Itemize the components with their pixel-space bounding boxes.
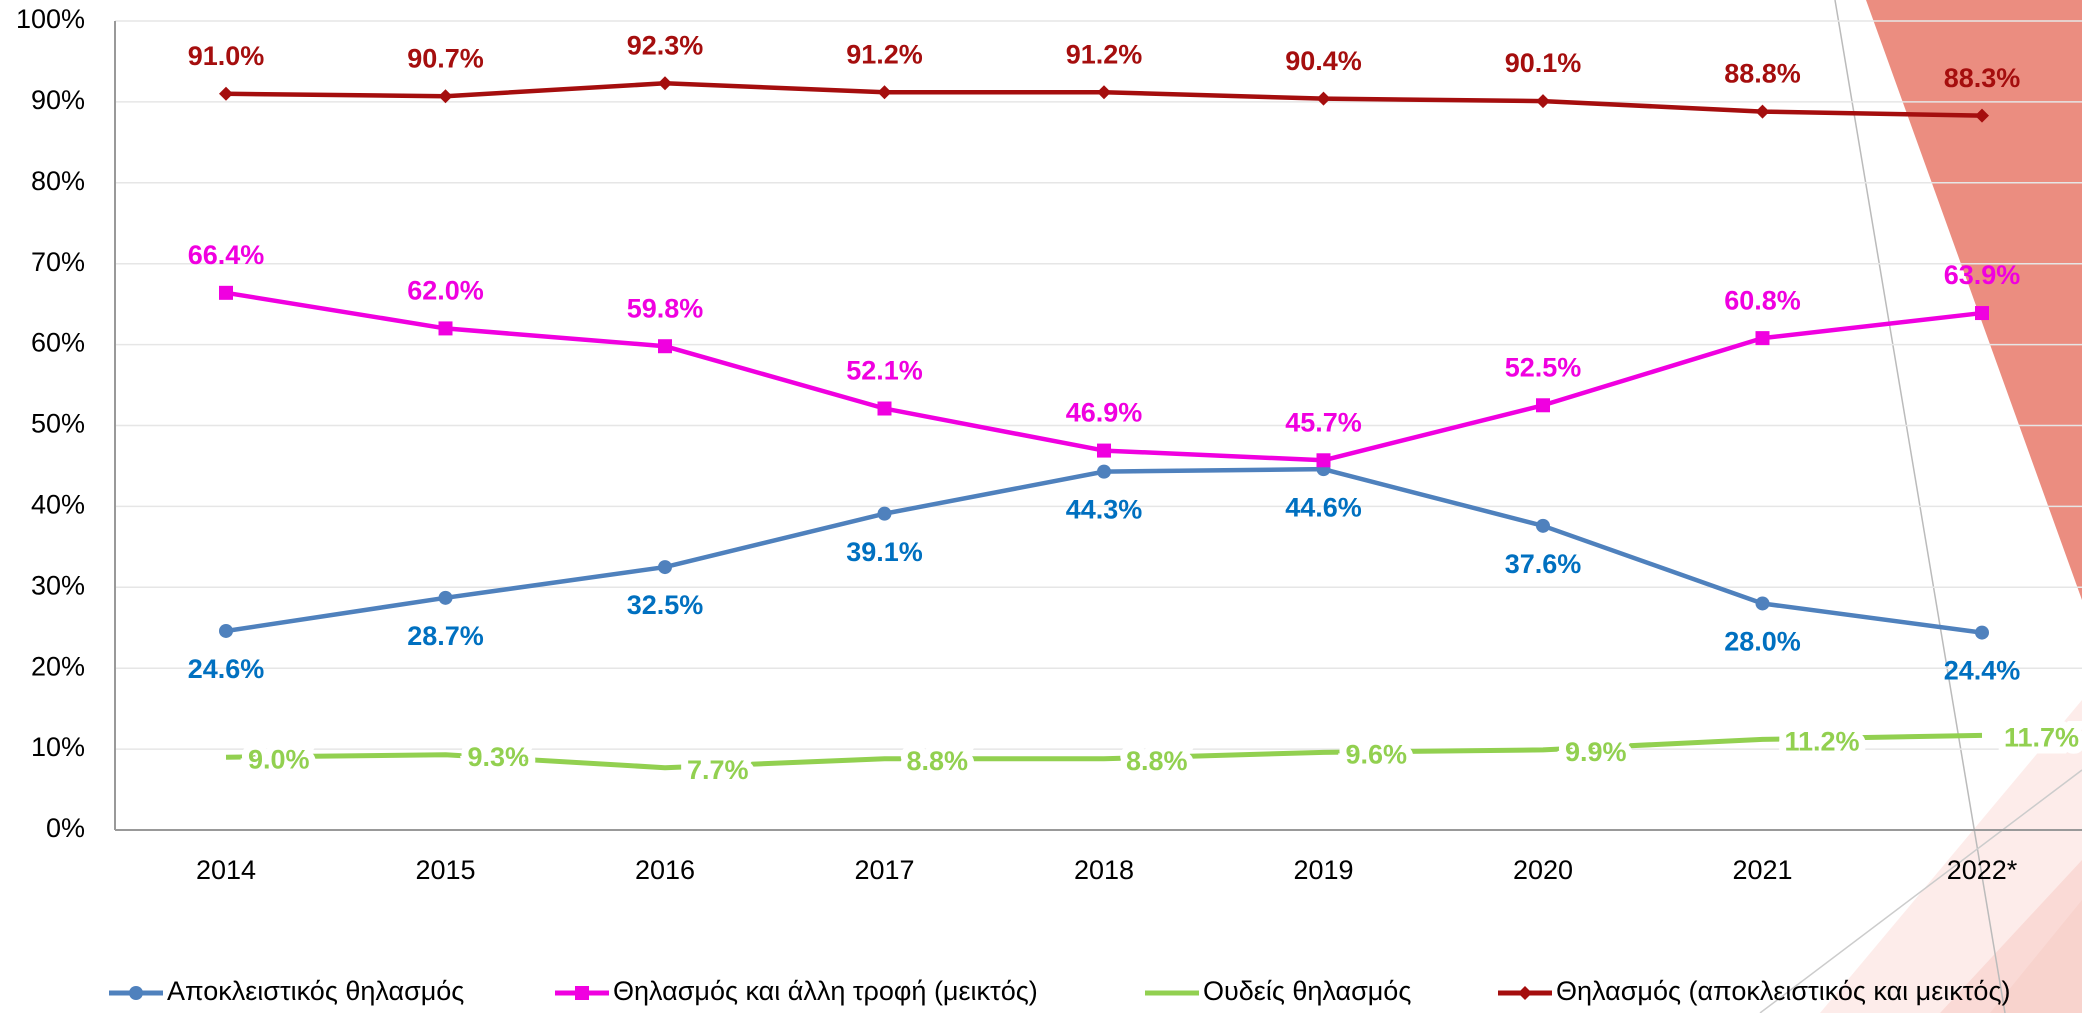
data-label: 28.7% <box>407 621 484 651</box>
series: 24.6% 28.7% 32.5% 39.1% 44.3% 44.6% 37.6% 28.0%… <box>188 462 2021 686</box>
y-tick-label: 50% <box>31 409 85 439</box>
marker <box>219 624 233 638</box>
marker <box>1756 596 1770 610</box>
data-label: 91.2% <box>1066 39 1143 69</box>
data-label: 60.8% <box>1724 285 1801 315</box>
data-label: 24.6% <box>188 654 265 684</box>
marker <box>219 87 233 101</box>
x-tick-label: 2015 <box>415 855 475 885</box>
series: 9.0% 9.3% 7.7% 8.8% 8.8% 9.6% 9.9% 11.2% 11.7% <box>226 722 2079 784</box>
data-label: 66.4% <box>188 240 265 270</box>
series: 66.4% 62.0% 59.8% 52.1% 46.9% 45.7% 52.5% 60.8%… <box>188 240 2021 467</box>
data-label: 44.6% <box>1285 492 1362 522</box>
marker <box>878 402 892 416</box>
x-tick-label: 2022* <box>1947 855 2018 885</box>
chart: 0% 10% 20% 30% 40% 50% 60% 70% 80% 90% 100% 2014 201… <box>0 0 2082 1013</box>
marker <box>1536 398 1550 412</box>
marker <box>1756 331 1770 345</box>
marker <box>658 339 672 353</box>
marker <box>878 85 892 99</box>
data-label: 8.8% <box>1126 746 1188 776</box>
y-tick-label: 30% <box>31 570 85 600</box>
marker <box>439 321 453 335</box>
legend-item: Ουδείς θηλασμός <box>1145 976 1411 1006</box>
y-tick-label: 10% <box>31 732 85 762</box>
marker <box>658 76 672 90</box>
data-label: 91.0% <box>188 41 265 71</box>
legend-label: Ουδείς θηλασμός <box>1203 976 1411 1006</box>
marker <box>658 560 672 574</box>
x-tick-label: 2018 <box>1074 855 1134 885</box>
y-tick-label: 90% <box>31 85 85 115</box>
series: 91.0% 90.7% 92.3% 91.2% 91.2% 90.4% 90.1% 88.8%… <box>188 30 2021 122</box>
data-label: 37.6% <box>1505 549 1582 579</box>
data-label: 52.5% <box>1505 352 1582 382</box>
y-tick-label: 20% <box>31 651 85 681</box>
legend-marker <box>1518 986 1532 1000</box>
data-label: 32.5% <box>627 590 704 620</box>
data-label: 63.9% <box>1944 260 2021 290</box>
marker <box>1317 92 1331 106</box>
y-tick-label: 100% <box>16 4 85 34</box>
data-label: 88.3% <box>1944 63 2021 93</box>
x-tick-label: 2021 <box>1732 855 1792 885</box>
legend-label: Θηλασμός και άλλη τροφή (μεικτός) <box>613 976 1038 1006</box>
data-label: 7.7% <box>687 755 749 785</box>
marker <box>1097 465 1111 479</box>
data-label: 59.8% <box>627 293 704 323</box>
x-tick-label: 2020 <box>1513 855 1573 885</box>
legend-label: Θηλασμός (αποκλειστικός και μεικτός) <box>1556 976 2010 1006</box>
data-label: 90.1% <box>1505 48 1582 78</box>
marker <box>1317 453 1331 467</box>
data-label: 28.0% <box>1724 627 1801 657</box>
x-tick-label: 2014 <box>196 855 256 885</box>
data-label: 52.1% <box>846 356 923 386</box>
legend-item: Θηλασμός (αποκλειστικός και μεικτός) <box>1498 976 2010 1006</box>
marker <box>439 591 453 605</box>
x-tick-label: 2016 <box>635 855 695 885</box>
marker <box>1756 105 1770 119</box>
data-label: 45.7% <box>1285 407 1362 437</box>
data-label: 92.3% <box>627 30 704 60</box>
marker <box>1097 85 1111 99</box>
line <box>226 293 1982 460</box>
marker <box>1536 519 1550 533</box>
data-label: 62.0% <box>407 276 484 306</box>
data-label: 11.7% <box>2004 722 2079 752</box>
legend-item: Θηλασμός και άλλη τροφή (μεικτός) <box>555 976 1038 1006</box>
data-label: 91.2% <box>846 39 923 69</box>
data-label: 9.3% <box>468 742 530 772</box>
data-label: 24.4% <box>1944 656 2021 686</box>
data-label: 9.0% <box>248 744 310 774</box>
legend-item: Αποκλειστικός θηλασμός <box>109 976 464 1006</box>
line <box>226 469 1982 632</box>
marker <box>439 89 453 103</box>
y-tick-label: 60% <box>31 328 85 358</box>
data-label: 90.4% <box>1285 46 1362 76</box>
y-tick-label: 0% <box>46 813 85 843</box>
marker <box>1097 444 1111 458</box>
data-label: 9.6% <box>1346 739 1408 769</box>
marker <box>878 507 892 521</box>
legend-label: Αποκλειστικός θηλασμός <box>167 976 464 1006</box>
marker <box>1975 306 1989 320</box>
data-label: 88.8% <box>1724 59 1801 89</box>
y-tick-label: 70% <box>31 247 85 277</box>
data-label: 9.9% <box>1565 737 1627 767</box>
data-label: 46.9% <box>1066 398 1143 428</box>
data-label: 11.2% <box>1785 727 1860 757</box>
marker <box>1536 94 1550 108</box>
x-tick-label: 2017 <box>854 855 914 885</box>
data-label: 39.1% <box>846 537 923 567</box>
legend-marker <box>129 986 143 1000</box>
data-label: 8.8% <box>907 746 969 776</box>
marker <box>1975 626 1989 640</box>
marker <box>219 286 233 300</box>
data-label: 90.7% <box>407 43 484 73</box>
legend-marker <box>575 986 589 1000</box>
y-tick-label: 80% <box>31 166 85 196</box>
data-label: 44.3% <box>1066 495 1143 525</box>
x-tick-label: 2019 <box>1293 855 1353 885</box>
y-tick-label: 40% <box>31 490 85 520</box>
